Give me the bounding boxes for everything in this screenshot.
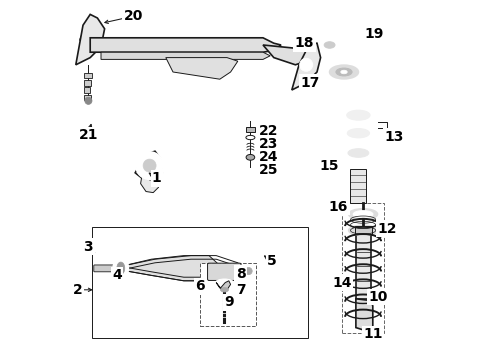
Ellipse shape [220, 288, 228, 292]
Circle shape [136, 152, 163, 179]
Ellipse shape [348, 32, 358, 36]
Bar [92, 227, 308, 338]
Bar [355, 226, 372, 234]
Bar [245, 127, 255, 132]
Text: 7: 7 [237, 283, 246, 297]
Ellipse shape [244, 264, 254, 278]
Polygon shape [121, 256, 245, 281]
Ellipse shape [349, 225, 377, 235]
Polygon shape [263, 45, 310, 65]
Ellipse shape [216, 279, 233, 286]
Text: 6: 6 [195, 279, 205, 293]
Polygon shape [292, 43, 320, 90]
Text: 16: 16 [329, 200, 348, 214]
Text: 25: 25 [259, 163, 278, 177]
Bar [342, 203, 384, 333]
Polygon shape [166, 58, 238, 79]
Bar [84, 87, 90, 93]
Polygon shape [216, 281, 231, 290]
Text: 10: 10 [368, 290, 388, 304]
Ellipse shape [113, 256, 128, 280]
FancyBboxPatch shape [208, 263, 241, 280]
FancyBboxPatch shape [94, 265, 115, 272]
Ellipse shape [347, 129, 369, 138]
Ellipse shape [324, 42, 335, 48]
Bar [200, 263, 256, 326]
Polygon shape [101, 52, 270, 59]
Text: 17: 17 [300, 76, 319, 90]
Ellipse shape [256, 253, 263, 258]
Ellipse shape [349, 209, 377, 220]
Ellipse shape [348, 149, 369, 157]
Ellipse shape [353, 211, 373, 218]
Bar [84, 95, 91, 100]
Polygon shape [141, 173, 159, 193]
Bar [84, 73, 92, 78]
Bar [350, 169, 367, 203]
Ellipse shape [117, 262, 125, 274]
Text: 14: 14 [332, 276, 352, 289]
Polygon shape [90, 38, 281, 52]
Ellipse shape [330, 65, 358, 79]
Text: 9: 9 [224, 296, 234, 309]
Text: 13: 13 [385, 130, 404, 144]
Text: 19: 19 [365, 27, 384, 41]
Text: 2: 2 [73, 283, 82, 297]
Ellipse shape [246, 154, 255, 160]
Polygon shape [76, 14, 104, 65]
Text: 8: 8 [236, 267, 245, 280]
Circle shape [85, 97, 92, 104]
Ellipse shape [342, 108, 375, 122]
Circle shape [300, 58, 313, 71]
Text: 21: 21 [79, 128, 98, 142]
Ellipse shape [341, 70, 347, 74]
Text: 18: 18 [294, 36, 314, 50]
Circle shape [245, 267, 252, 275]
Text: 23: 23 [259, 137, 278, 151]
Circle shape [143, 159, 156, 172]
Text: 1: 1 [152, 171, 162, 185]
Ellipse shape [347, 110, 370, 120]
Ellipse shape [343, 147, 374, 159]
Text: 11: 11 [363, 327, 383, 341]
Polygon shape [135, 151, 162, 180]
Ellipse shape [246, 135, 255, 140]
Text: 5: 5 [267, 254, 277, 268]
Ellipse shape [342, 126, 374, 140]
Bar [356, 227, 371, 299]
Ellipse shape [336, 68, 352, 76]
Text: 24: 24 [259, 150, 278, 164]
Text: 20: 20 [123, 9, 143, 23]
Text: 3: 3 [84, 240, 93, 253]
Text: 4: 4 [112, 269, 122, 282]
Text: 15: 15 [320, 159, 340, 172]
Polygon shape [356, 299, 373, 331]
Text: 22: 22 [259, 125, 278, 138]
Bar [84, 80, 91, 86]
Text: 12: 12 [377, 222, 397, 235]
